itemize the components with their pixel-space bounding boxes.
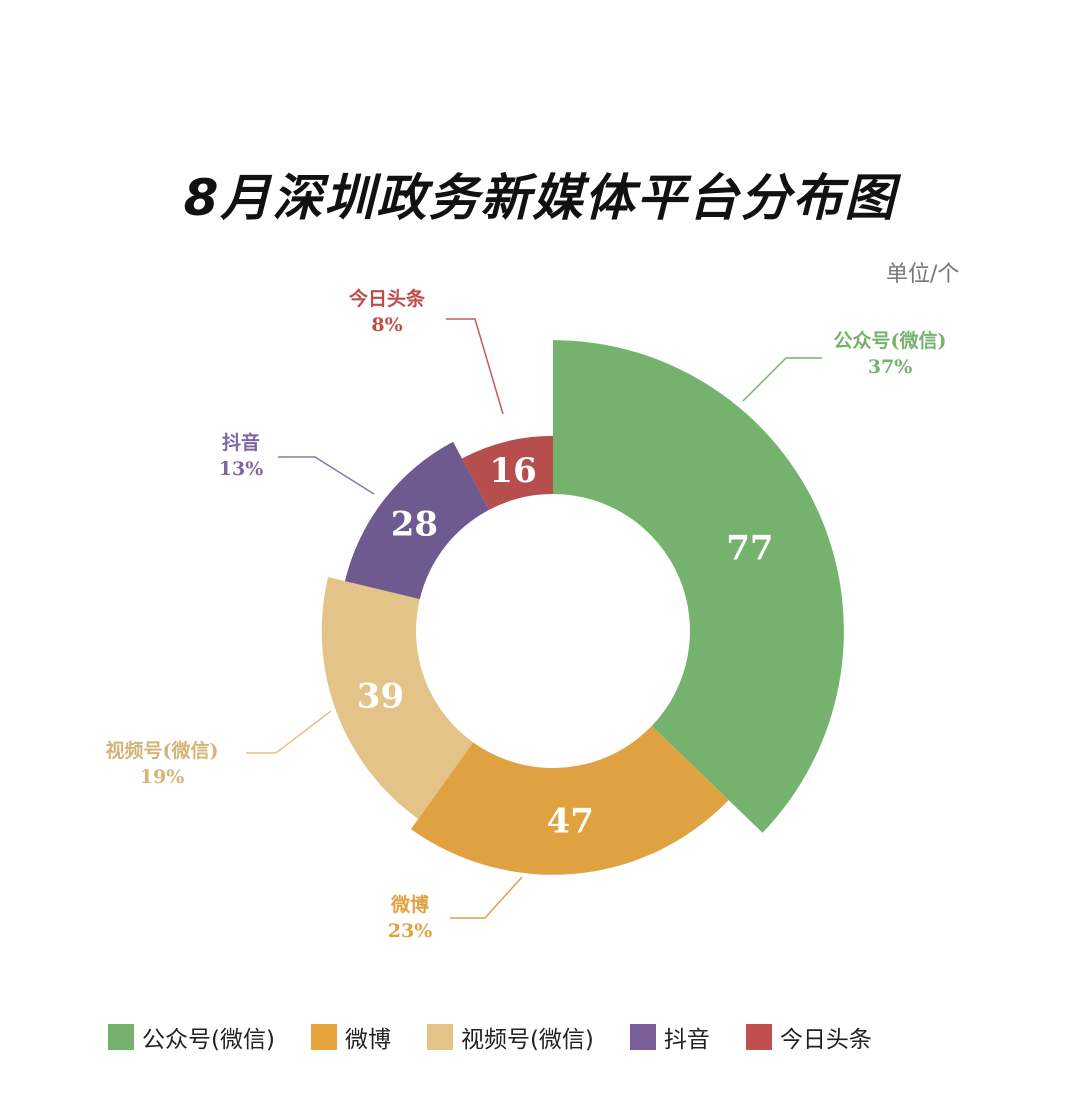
value-label-1: 47 bbox=[547, 802, 594, 842]
slice-0 bbox=[553, 340, 844, 833]
legend-label: 公众号(微信) bbox=[142, 1027, 275, 1053]
slice-label-3: 抖音 13% bbox=[210, 430, 272, 482]
value-label-4: 16 bbox=[489, 451, 536, 491]
value-label-0: 77 bbox=[726, 528, 773, 568]
slice-label-name: 视频号(微信) bbox=[105, 740, 219, 762]
leader-line-1 bbox=[450, 876, 523, 919]
slice-label-percent: 19% bbox=[139, 766, 185, 788]
slice-label-percent: 13% bbox=[218, 458, 264, 480]
legend-item: 微博 bbox=[310, 1020, 391, 1054]
slice-3 bbox=[344, 441, 490, 600]
slice-4 bbox=[461, 435, 553, 510]
slice-label-name: 今日头条 bbox=[348, 288, 425, 310]
slice-2 bbox=[321, 577, 474, 819]
chart-title: 8月深圳政务新媒体平台分布图 bbox=[183, 169, 897, 227]
legend-swatch bbox=[426, 1024, 453, 1050]
leader-line-0 bbox=[742, 357, 822, 402]
legend-swatch bbox=[108, 1024, 134, 1050]
slice-label-percent: 23% bbox=[387, 920, 433, 942]
leader-line-4 bbox=[446, 318, 504, 415]
slice-label-percent: 8% bbox=[371, 314, 403, 336]
legend-item: 公众号(微信) bbox=[108, 1020, 275, 1054]
leader-line-3 bbox=[278, 456, 375, 495]
legend-label: 视频号(微信) bbox=[460, 1027, 594, 1053]
slice-label-name: 抖音 bbox=[221, 432, 260, 454]
legend-item: 视频号(微信) bbox=[426, 1020, 594, 1054]
slice-label-0: 公众号(微信) 37% bbox=[820, 328, 960, 380]
legend: 公众号(微信) 微博 视频号(微信) 抖音 今日头条 bbox=[108, 1020, 908, 1054]
slice-label-percent: 37% bbox=[867, 356, 913, 378]
slice-label-2: 视频号(微信) 19% bbox=[92, 738, 232, 790]
slice-1 bbox=[410, 726, 729, 875]
legend-label: 今日头条 bbox=[779, 1027, 872, 1053]
slice-label-name: 微博 bbox=[390, 894, 429, 916]
value-label-2: 39 bbox=[357, 676, 404, 716]
legend-item: 抖音 bbox=[629, 1020, 710, 1054]
legend-swatch bbox=[745, 1024, 772, 1050]
slice-label-4: 今日头条 8% bbox=[340, 286, 434, 338]
slice-label-name: 公众号(微信) bbox=[833, 330, 947, 352]
leader-line-2 bbox=[246, 710, 332, 754]
slice-label-1: 微博 23% bbox=[370, 892, 450, 944]
legend-label: 抖音 bbox=[663, 1027, 710, 1053]
unit-label: 单位/个 bbox=[886, 262, 960, 287]
legend-swatch bbox=[629, 1024, 656, 1050]
value-label-3: 28 bbox=[391, 504, 438, 544]
legend-swatch bbox=[310, 1024, 337, 1050]
legend-label: 微博 bbox=[344, 1027, 391, 1053]
legend-item: 今日头条 bbox=[745, 1020, 872, 1054]
